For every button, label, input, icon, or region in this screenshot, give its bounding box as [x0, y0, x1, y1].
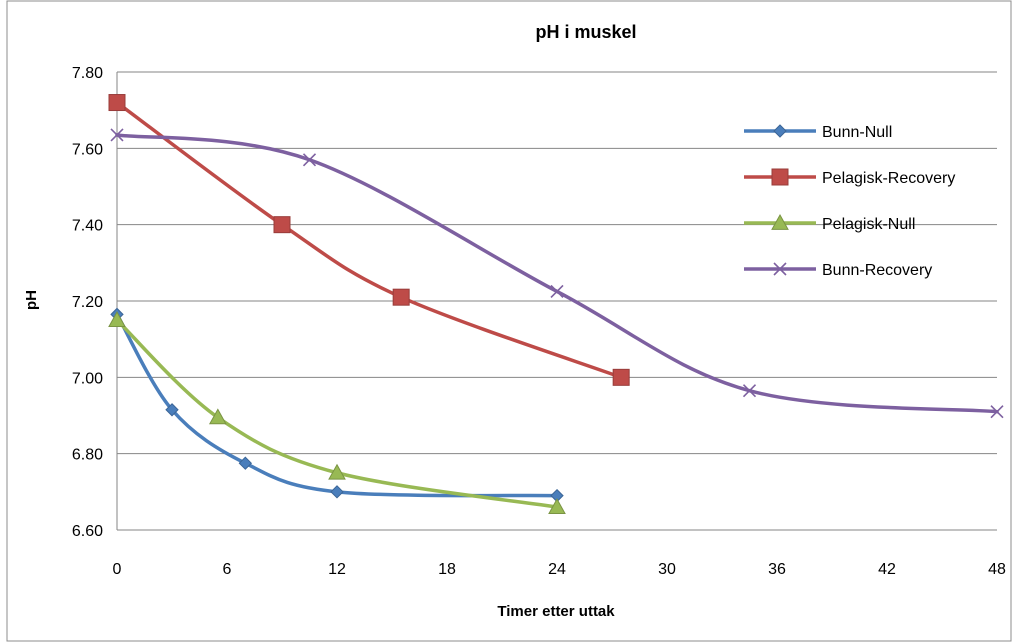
data-point-bunn-recovery — [742, 384, 757, 398]
y-tick-label: 7.20 — [72, 294, 103, 311]
legend-entry-pelagisk-null: Pelagisk-Null — [744, 213, 915, 233]
data-point-pelagisk-null — [548, 498, 566, 514]
axes — [116, 72, 997, 531]
x-tick-label: 30 — [658, 561, 676, 578]
legend: Bunn-Null Pelagisk-Recovery Pelagisk-Null B… — [744, 124, 955, 279]
legend-entry-bunn-recovery: Bunn-Recovery — [744, 262, 932, 279]
data-point-bunn-recovery — [990, 405, 1004, 419]
tick-labels: 6.60 6.80 7.00 7.20 7.40 7.60 7.80 0 6 12 18 24 30 36… — [72, 65, 1006, 578]
x-marker-stroke — [742, 384, 757, 398]
data-point-pelagisk-null — [108, 311, 126, 327]
x-marker-stroke — [773, 262, 787, 276]
data-point-pelagisk-recovery — [273, 216, 291, 234]
data-point-bunn-recovery — [550, 284, 564, 299]
legend-entry-bunn-null: Bunn-Null — [744, 124, 892, 141]
data-point-pelagisk-recovery — [392, 288, 410, 306]
x-tick-label: 6 — [223, 561, 232, 578]
x-marker-stroke — [302, 153, 317, 167]
x-tick-label: 36 — [768, 561, 786, 578]
x-tick-label: 42 — [878, 561, 896, 578]
x-marker-stroke — [110, 128, 124, 142]
x-axis-title: Timer etter uttak — [497, 603, 615, 620]
legend-marker — [771, 213, 789, 230]
data-point-bunn-null — [165, 403, 179, 417]
legend-label: Pelagisk-Recovery — [822, 170, 955, 187]
data-point-pelagisk-null — [208, 408, 227, 425]
x-marker-stroke — [990, 405, 1004, 419]
legend-marker — [771, 168, 789, 186]
y-tick-label: 7.00 — [72, 370, 103, 387]
chart-title: pH i muskel — [535, 22, 636, 42]
y-tick-label: 7.60 — [72, 141, 103, 158]
x-marker-stroke — [550, 284, 564, 299]
data-point-pelagisk-recovery — [612, 368, 630, 386]
legend-label: Pelagisk-Null — [822, 216, 915, 233]
legend-entry-pelagisk-recovery: Pelagisk-Recovery — [744, 168, 955, 187]
x-tick-label: 0 — [113, 561, 122, 578]
x-tick-label: 18 — [438, 561, 456, 578]
data-point-pelagisk-null — [328, 463, 346, 480]
data-point-bunn-null — [330, 485, 344, 499]
series-pelagisk-null — [108, 311, 566, 514]
y-tick-label: 7.80 — [72, 65, 103, 82]
series-line-pelagisk-recovery — [115, 100, 623, 380]
data-point-bunn-recovery — [110, 128, 124, 142]
x-tick-label: 48 — [988, 561, 1006, 578]
y-tick-label: 7.40 — [72, 218, 103, 235]
legend-marker — [773, 124, 787, 138]
series-bunn-recovery — [110, 128, 1004, 419]
data-point-pelagisk-recovery — [108, 94, 126, 112]
series-line-bunn-null — [115, 312, 559, 498]
legend-marker — [773, 262, 787, 276]
data-point-bunn-recovery — [302, 153, 317, 167]
series-pelagisk-recovery — [108, 94, 630, 386]
legend-label: Bunn-Null — [822, 124, 892, 141]
y-axis-title: pH — [23, 290, 40, 310]
x-tick-label: 24 — [548, 561, 566, 578]
y-tick-label: 6.80 — [72, 447, 103, 464]
series-lines — [108, 94, 1004, 514]
chart-border — [6, 0, 1012, 642]
y-tick-label: 6.60 — [72, 523, 103, 540]
x-tick-label: 12 — [328, 561, 346, 578]
series-line-pelagisk-null — [115, 318, 559, 509]
legend-label: Bunn-Recovery — [822, 262, 932, 279]
data-point-bunn-null — [238, 456, 253, 470]
series-bunn-null — [110, 307, 564, 503]
